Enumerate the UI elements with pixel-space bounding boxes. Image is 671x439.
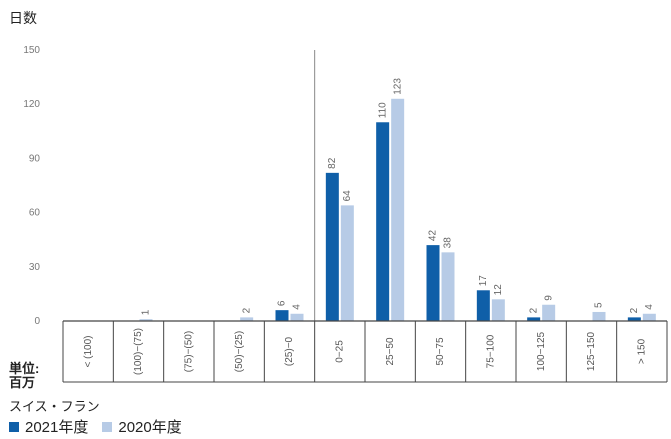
bar-2020-9	[542, 305, 555, 321]
category-label-4: (25)−0	[284, 336, 295, 366]
bar-2020-5	[341, 205, 354, 321]
bar-2020-8	[492, 299, 505, 321]
bar-2020-4	[291, 314, 304, 321]
bar-2020-11	[643, 314, 656, 321]
bar-2021-4	[276, 310, 289, 321]
data-label-2021-11: 2	[629, 307, 640, 313]
data-label-2020-9: 9	[543, 295, 554, 301]
legend-swatch-2021	[9, 422, 19, 432]
category-label-2: (75)−(50)	[183, 331, 194, 372]
data-label-2020-4: 4	[292, 304, 303, 310]
data-label-2020-8: 12	[493, 284, 504, 296]
category-label-8: 75−100	[485, 334, 496, 368]
y-tick-label-4: 120	[23, 99, 40, 110]
data-label-2020-3: 2	[241, 307, 252, 313]
bar-2020-6	[391, 99, 404, 321]
y-tick-label-1: 30	[29, 262, 41, 273]
category-label-6: 25−50	[385, 337, 396, 366]
currency-label: スイス・フラン	[9, 396, 100, 415]
bar-2021-5	[326, 173, 339, 321]
data-label-2020-5: 64	[342, 190, 353, 202]
category-label-9: 100−125	[536, 331, 547, 371]
data-label-2021-4: 6	[277, 300, 288, 306]
legend: 2021年度 2020年度	[9, 416, 196, 437]
y-tick-label-5: 150	[23, 45, 40, 56]
category-label-1: (100)−(75)	[133, 328, 144, 375]
data-label-2020-7: 38	[443, 237, 454, 249]
legend-swatch-2020	[102, 422, 112, 432]
data-label-2021-6: 110	[377, 102, 388, 118]
bar-2021-7	[427, 245, 440, 321]
category-label-0: < (100)	[83, 336, 94, 368]
bar-2020-10	[593, 312, 606, 321]
data-label-2021-7: 42	[428, 230, 439, 242]
data-label-2021-8: 17	[478, 275, 489, 287]
bar-2021-8	[477, 290, 490, 321]
unit-label: 単位: 百万	[9, 362, 39, 390]
data-label-2020-11: 4	[644, 304, 655, 310]
data-label-2020-6: 123	[392, 78, 403, 95]
y-tick-label-0: 0	[34, 316, 40, 327]
y-tick-label-2: 60	[29, 208, 41, 219]
y-tick-label-3: 90	[29, 153, 41, 164]
data-label-2020-10: 5	[594, 302, 605, 308]
data-label-2021-9: 2	[528, 307, 539, 313]
category-label-11: > 150	[636, 338, 647, 364]
bar-2021-6	[376, 122, 389, 321]
legend-item-2020: 2020年度	[102, 416, 181, 437]
bar-2020-7	[442, 252, 455, 321]
legend-item-2021: 2021年度	[9, 416, 88, 437]
legend-label-2021: 2021年度	[25, 416, 88, 437]
category-label-7: 50−75	[435, 337, 446, 366]
category-label-5: 0−25	[334, 340, 345, 363]
data-label-2021-5: 82	[327, 157, 338, 169]
category-label-3: (50)−(25)	[234, 331, 245, 372]
legend-label-2020: 2020年度	[118, 416, 181, 437]
data-label-2020-1: 1	[141, 309, 152, 315]
category-label-10: 125−150	[586, 331, 597, 371]
